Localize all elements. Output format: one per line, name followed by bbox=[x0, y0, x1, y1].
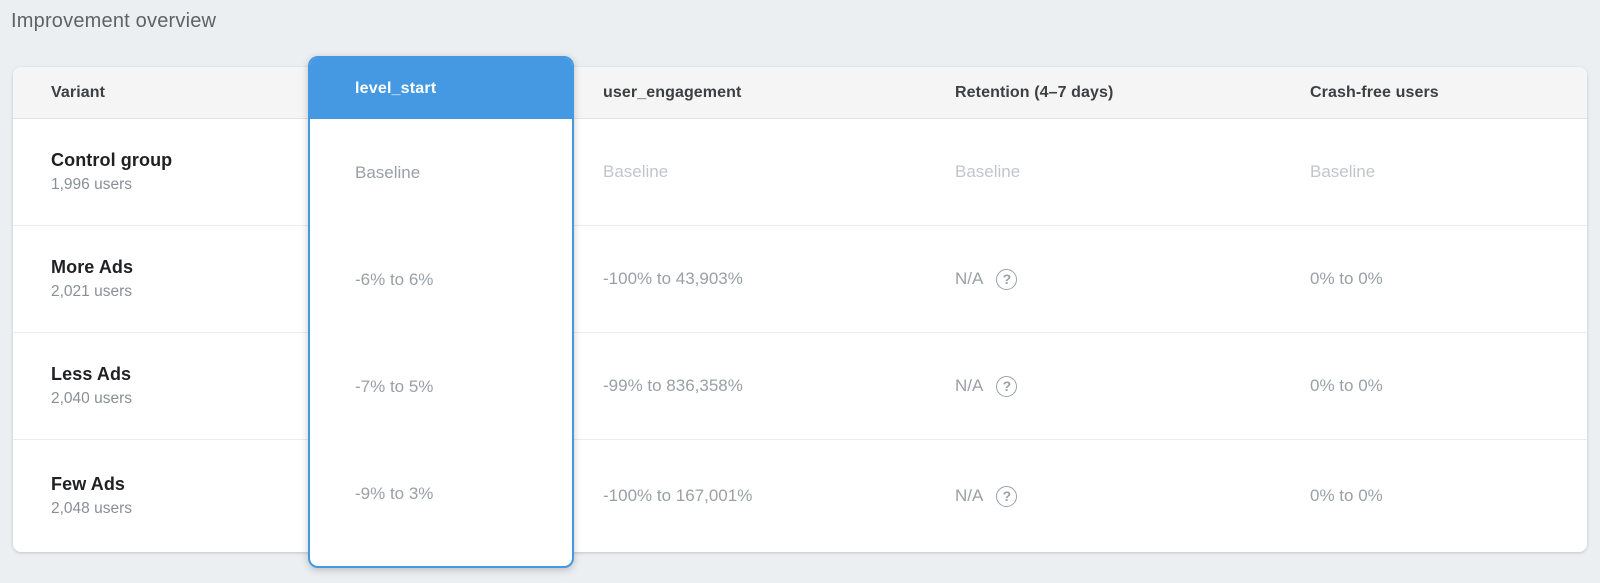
help-circle-icon[interactable]: ? bbox=[996, 375, 1018, 397]
variant-user-count: 2,048 users bbox=[51, 500, 132, 517]
variant-user-count: 1,996 users bbox=[51, 176, 132, 193]
user-engagement-cell: -99% to 836,358% bbox=[603, 376, 743, 395]
user-engagement-cell: -100% to 43,903% bbox=[603, 269, 743, 288]
level-start-cell: Baseline bbox=[355, 162, 421, 182]
table-row-few-ads: Few Ads 2,048 users -100% to 167,001% N/… bbox=[13, 440, 1587, 552]
variant-name: Control group bbox=[51, 150, 173, 170]
column-header-variant: Variant bbox=[51, 83, 106, 101]
improvement-overview-table: Variant user_engagement Retention (4–7 d… bbox=[13, 56, 1587, 568]
table-row-less-ads: Less Ads 2,040 users -99% to 836,358% N/… bbox=[13, 333, 1587, 440]
user-engagement-cell: Baseline bbox=[603, 162, 669, 181]
retention-value: N/A bbox=[955, 269, 984, 288]
variant-cell: Control group 1,996 users bbox=[13, 119, 308, 225]
variant-name: Less Ads bbox=[51, 364, 132, 384]
table-row-control-group: Control group 1,996 users Baseline Basel… bbox=[13, 119, 1587, 226]
variant-cell: Few Ads 2,048 users bbox=[13, 440, 308, 552]
level-start-cell: -9% to 3% bbox=[355, 483, 434, 503]
variant-name: Few Ads bbox=[51, 474, 126, 494]
variant-user-count: 2,021 users bbox=[51, 283, 132, 300]
column-header-retention[interactable]: Retention (4–7 days) bbox=[955, 83, 1114, 101]
user-engagement-cell: -100% to 167,001% bbox=[603, 486, 753, 505]
retention-value: N/A bbox=[955, 376, 984, 395]
crash-free-cell: 0% to 0% bbox=[1310, 376, 1383, 395]
selected-metric-column: level_start Baseline -6% to 6% -7% to 5%… bbox=[308, 56, 574, 568]
crash-free-cell: Baseline bbox=[1310, 162, 1376, 181]
level-start-cell: -7% to 5% bbox=[355, 376, 434, 396]
retention-cell: N/A ? bbox=[922, 226, 1277, 332]
variant-cell: Less Ads 2,040 users bbox=[13, 333, 308, 439]
selected-metric-header-level-start[interactable]: level_start bbox=[310, 58, 572, 119]
retention-cell: N/A ? bbox=[922, 440, 1277, 552]
crash-free-cell: 0% to 0% bbox=[1310, 269, 1383, 288]
crash-free-cell: 0% to 0% bbox=[1310, 486, 1383, 505]
table-header-row: Variant user_engagement Retention (4–7 d… bbox=[13, 67, 1587, 119]
help-circle-icon[interactable]: ? bbox=[996, 485, 1018, 507]
table-row-more-ads: More Ads 2,021 users -100% to 43,903% N/… bbox=[13, 226, 1587, 333]
variant-user-count: 2,040 users bbox=[51, 390, 132, 407]
retention-cell: Baseline bbox=[955, 162, 1021, 181]
column-header-user-engagement[interactable]: user_engagement bbox=[603, 83, 742, 101]
variant-name: More Ads bbox=[51, 257, 134, 277]
retention-cell: N/A ? bbox=[922, 333, 1277, 439]
level-start-cell: -6% to 6% bbox=[355, 269, 434, 289]
retention-value: N/A bbox=[955, 486, 984, 505]
variant-cell: More Ads 2,021 users bbox=[13, 226, 308, 332]
page-title: Improvement overview bbox=[11, 10, 217, 32]
column-header-crash-free[interactable]: Crash-free users bbox=[1310, 83, 1439, 101]
help-circle-icon[interactable]: ? bbox=[996, 268, 1018, 290]
